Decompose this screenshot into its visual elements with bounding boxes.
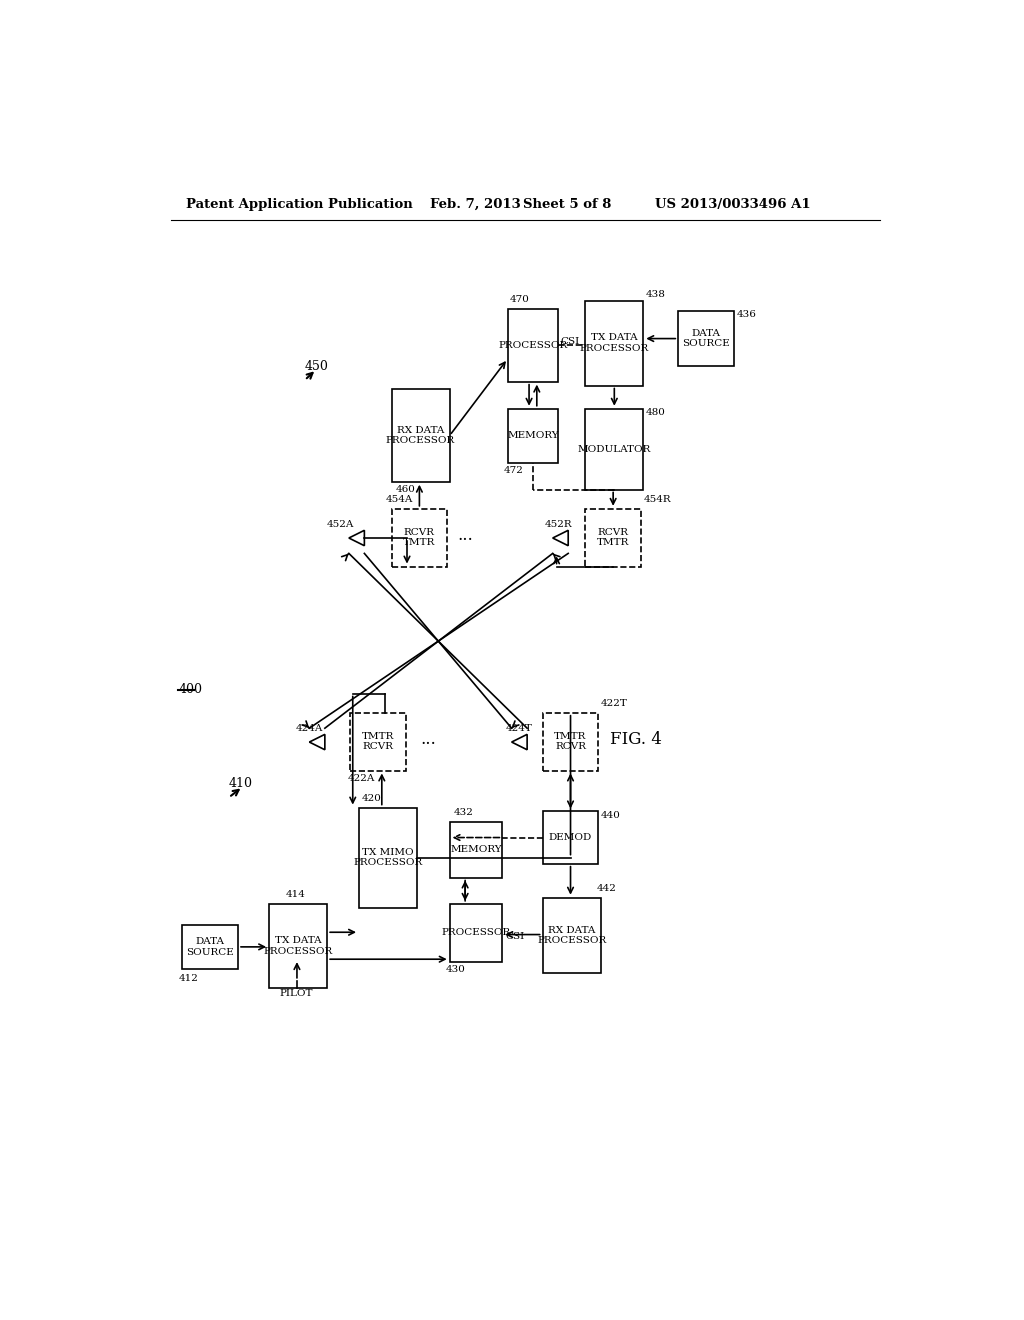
Bar <box>508 309 558 381</box>
Bar <box>359 808 417 908</box>
Text: 440: 440 <box>601 810 621 820</box>
Text: 400: 400 <box>178 684 203 696</box>
Text: DATA
SOURCE: DATA SOURCE <box>682 329 730 348</box>
Text: 410: 410 <box>228 777 253 791</box>
Text: MEMORY: MEMORY <box>451 845 502 854</box>
Bar <box>543 812 598 863</box>
Bar <box>182 924 238 969</box>
Bar <box>543 713 598 771</box>
Text: 470: 470 <box>509 294 529 304</box>
Bar <box>543 898 601 973</box>
Text: 472: 472 <box>504 466 523 475</box>
Text: TMTR
RCVR: TMTR RCVR <box>362 733 394 751</box>
Text: FIG. 4: FIG. 4 <box>609 731 662 748</box>
Bar <box>678 312 734 367</box>
Bar <box>586 409 643 490</box>
Text: 454R: 454R <box>643 495 671 504</box>
Text: 424T: 424T <box>506 723 532 733</box>
Bar <box>586 301 643 385</box>
Text: 452A: 452A <box>328 520 354 528</box>
Text: RX DATA
PROCESSOR: RX DATA PROCESSOR <box>537 925 606 945</box>
Text: TX DATA
PROCESSOR: TX DATA PROCESSOR <box>263 936 333 956</box>
Bar <box>508 409 558 462</box>
Bar <box>586 508 641 566</box>
Text: PROCESSOR: PROCESSOR <box>441 928 511 937</box>
Text: TMTR
RCVR: TMTR RCVR <box>554 733 587 751</box>
Text: DATA
SOURCE: DATA SOURCE <box>186 937 234 957</box>
Text: 422A: 422A <box>348 774 376 783</box>
Text: RCVR
TMTR: RCVR TMTR <box>403 528 435 548</box>
Bar <box>450 822 503 878</box>
Text: CSI: CSI <box>560 337 580 346</box>
Bar <box>391 508 447 566</box>
Text: 432: 432 <box>454 808 473 817</box>
Text: 438: 438 <box>646 290 666 300</box>
Text: MODULATOR: MODULATOR <box>578 445 651 454</box>
Text: 420: 420 <box>361 793 381 803</box>
Text: 412: 412 <box>178 974 199 983</box>
Text: Feb. 7, 2013: Feb. 7, 2013 <box>430 198 521 211</box>
Text: 436: 436 <box>736 310 757 319</box>
Text: US 2013/0033496 A1: US 2013/0033496 A1 <box>655 198 811 211</box>
Text: RCVR
TMTR: RCVR TMTR <box>597 528 630 548</box>
Text: PROCESSOR: PROCESSOR <box>499 341 567 350</box>
Text: CSI: CSI <box>506 932 524 941</box>
Bar <box>350 713 407 771</box>
Text: 424A: 424A <box>295 723 323 733</box>
Text: 442: 442 <box>597 884 616 892</box>
Text: TX DATA
PROCESSOR: TX DATA PROCESSOR <box>580 334 649 352</box>
Text: 460: 460 <box>395 484 416 494</box>
Text: 454A: 454A <box>385 495 413 504</box>
Text: TX MIMO
PROCESSOR: TX MIMO PROCESSOR <box>353 847 423 867</box>
Text: Sheet 5 of 8: Sheet 5 of 8 <box>523 198 611 211</box>
Bar <box>450 904 503 961</box>
Text: PILOT: PILOT <box>280 990 312 998</box>
Text: 480: 480 <box>646 408 666 417</box>
Text: DEMOD: DEMOD <box>549 833 592 842</box>
Text: 414: 414 <box>286 890 306 899</box>
Bar <box>391 389 450 482</box>
Text: MEMORY: MEMORY <box>507 432 559 440</box>
Text: 422T: 422T <box>601 700 628 708</box>
Text: 430: 430 <box>445 965 466 974</box>
Text: ...: ... <box>458 527 473 544</box>
Text: 452R: 452R <box>545 520 572 528</box>
Text: ...: ... <box>421 731 436 748</box>
Text: RX DATA
PROCESSOR: RX DATA PROCESSOR <box>386 426 456 445</box>
Bar <box>269 904 328 989</box>
Text: Patent Application Publication: Patent Application Publication <box>186 198 413 211</box>
Text: 450: 450 <box>305 360 329 372</box>
